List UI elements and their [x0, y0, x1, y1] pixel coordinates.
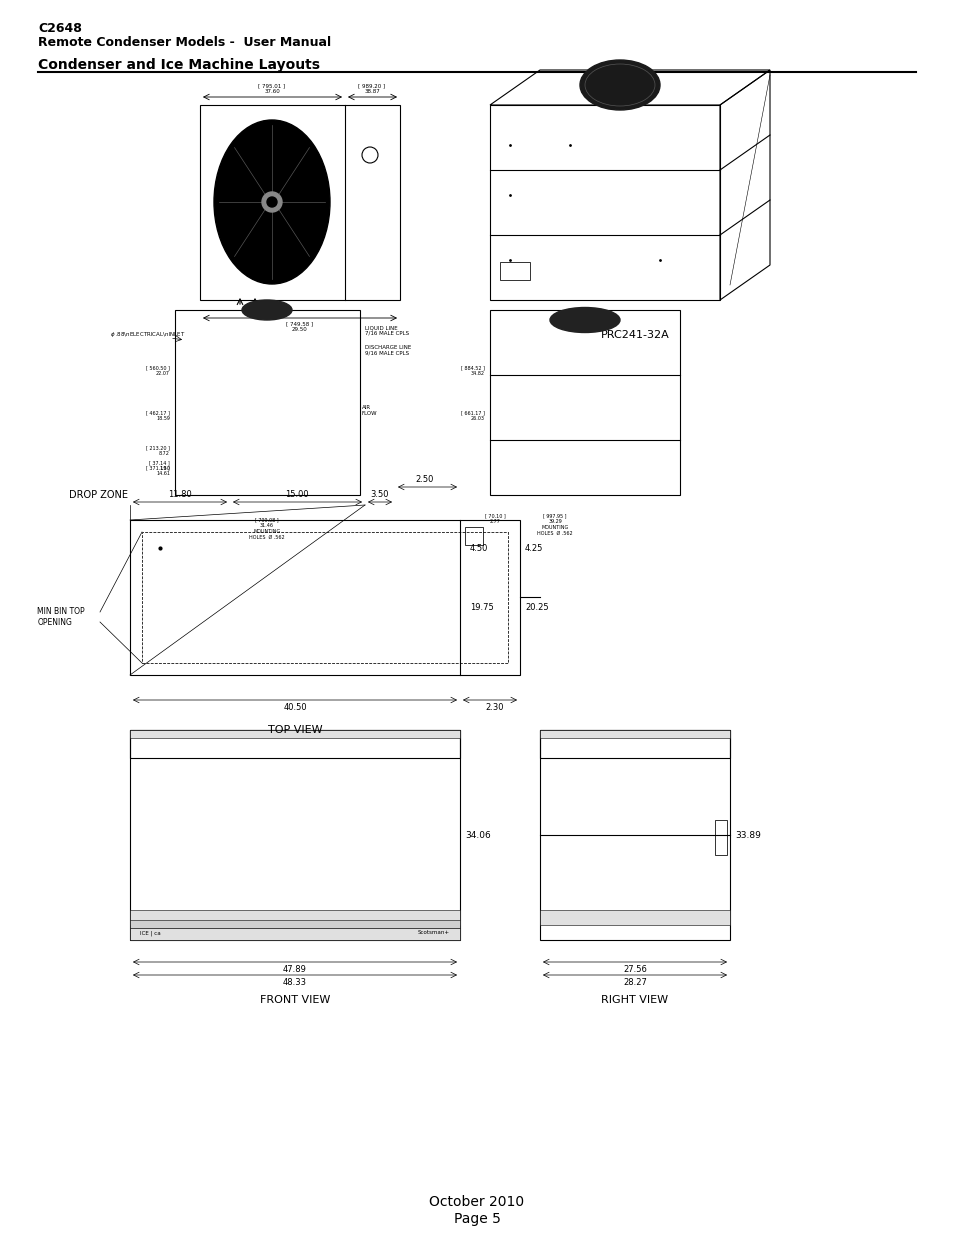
Text: LIQUID LINE
7/16 MALE CPLS: LIQUID LINE 7/16 MALE CPLS	[365, 325, 409, 336]
Text: Page 5: Page 5	[453, 1212, 500, 1226]
Ellipse shape	[242, 300, 292, 320]
Text: 19.75: 19.75	[470, 603, 494, 611]
Text: 2.50: 2.50	[416, 475, 434, 484]
Text: C2648: C2648	[38, 22, 82, 35]
Text: [ 462.17 ]
18.59: [ 462.17 ] 18.59	[146, 410, 170, 421]
Bar	[539, 730, 729, 940]
Text: 28.27: 28.27	[622, 978, 646, 987]
Text: FRONT VIEW: FRONT VIEW	[259, 995, 330, 1005]
Bar	[499, 262, 530, 280]
Bar	[130, 927, 459, 940]
Bar	[174, 310, 359, 495]
Text: MIN BIN TOP
OPENING: MIN BIN TOP OPENING	[37, 608, 85, 626]
Bar	[539, 910, 729, 925]
Bar	[130, 730, 459, 758]
Text: [ 989.20 ]
38.87: [ 989.20 ] 38.87	[358, 83, 385, 94]
Text: 11.80: 11.80	[168, 490, 192, 499]
Text: [ 799.08 ]
31.46
MOUNTING
HOLES  Ø .562: [ 799.08 ] 31.46 MOUNTING HOLES Ø .562	[249, 517, 285, 540]
Text: 3.50: 3.50	[371, 490, 389, 499]
Text: [ 213.20 ]
8.72: [ 213.20 ] 8.72	[146, 445, 170, 456]
Bar	[200, 105, 399, 300]
Text: PRC241-32A: PRC241-32A	[600, 330, 669, 340]
Bar	[490, 310, 679, 495]
Ellipse shape	[579, 61, 659, 110]
Text: 4.50: 4.50	[470, 543, 488, 552]
Bar	[464, 527, 482, 545]
Bar	[490, 105, 720, 300]
Ellipse shape	[550, 308, 619, 332]
Text: 20.25: 20.25	[524, 603, 548, 611]
Text: AIR
FLOW: AIR FLOW	[361, 405, 377, 416]
Text: [ 371.19 ]
14.61: [ 371.19 ] 14.61	[146, 466, 170, 475]
Text: 27.56: 27.56	[622, 965, 646, 974]
Bar	[130, 730, 459, 739]
Text: RIGHT VIEW: RIGHT VIEW	[600, 995, 668, 1005]
Text: [ 749.58 ]
29.50: [ 749.58 ] 29.50	[286, 321, 314, 332]
Text: 2.30: 2.30	[485, 703, 504, 713]
Text: October 2010: October 2010	[429, 1195, 524, 1209]
Text: [ 795.01 ]
37.60: [ 795.01 ] 37.60	[258, 83, 285, 94]
Bar	[130, 730, 459, 940]
Bar	[539, 730, 729, 758]
Circle shape	[267, 198, 276, 207]
Text: 33.89: 33.89	[734, 830, 760, 840]
Bar	[714, 820, 726, 855]
Text: [ 560.50 ]
22.07: [ 560.50 ] 22.07	[146, 366, 170, 375]
Bar	[142, 532, 507, 663]
Text: [ 884.52 ]
34.82: [ 884.52 ] 34.82	[460, 366, 484, 375]
Text: [ 70.10 ]
2.77: [ 70.10 ] 2.77	[484, 513, 505, 524]
Text: [ 37.14 ]
1.50: [ 37.14 ] 1.50	[149, 459, 170, 471]
Bar	[130, 520, 519, 676]
Circle shape	[262, 191, 282, 212]
Text: DISCHARGE LINE
9/16 MALE CPLS: DISCHARGE LINE 9/16 MALE CPLS	[365, 345, 411, 356]
Text: 47.89: 47.89	[283, 965, 307, 974]
Text: Scotsman+: Scotsman+	[417, 930, 450, 935]
Text: 48.33: 48.33	[283, 978, 307, 987]
Text: $\phi$ .88\nELECTRICAL\nINLET: $\phi$ .88\nELECTRICAL\nINLET	[110, 330, 186, 338]
Text: DROP ZONE: DROP ZONE	[69, 490, 128, 500]
Bar	[539, 730, 729, 739]
Text: Remote Condenser Models -  User Manual: Remote Condenser Models - User Manual	[38, 36, 331, 49]
Text: [ 661.17 ]
26.03: [ 661.17 ] 26.03	[460, 410, 484, 421]
Text: [ 997.95 ]
39.29
MOUNTING
HOLES  Ø .562: [ 997.95 ] 39.29 MOUNTING HOLES Ø .562	[537, 513, 572, 536]
Text: 15.00: 15.00	[285, 490, 309, 499]
Text: 40.50: 40.50	[283, 703, 307, 713]
Bar	[130, 910, 459, 925]
Text: 34.06: 34.06	[464, 830, 490, 840]
Bar	[130, 920, 459, 927]
Text: ICE | ca: ICE | ca	[140, 930, 161, 936]
Text: TOP VIEW: TOP VIEW	[268, 725, 322, 735]
Text: 4.25: 4.25	[524, 543, 543, 552]
Text: Condenser and Ice Machine Layouts: Condenser and Ice Machine Layouts	[38, 58, 319, 72]
Ellipse shape	[213, 120, 330, 284]
